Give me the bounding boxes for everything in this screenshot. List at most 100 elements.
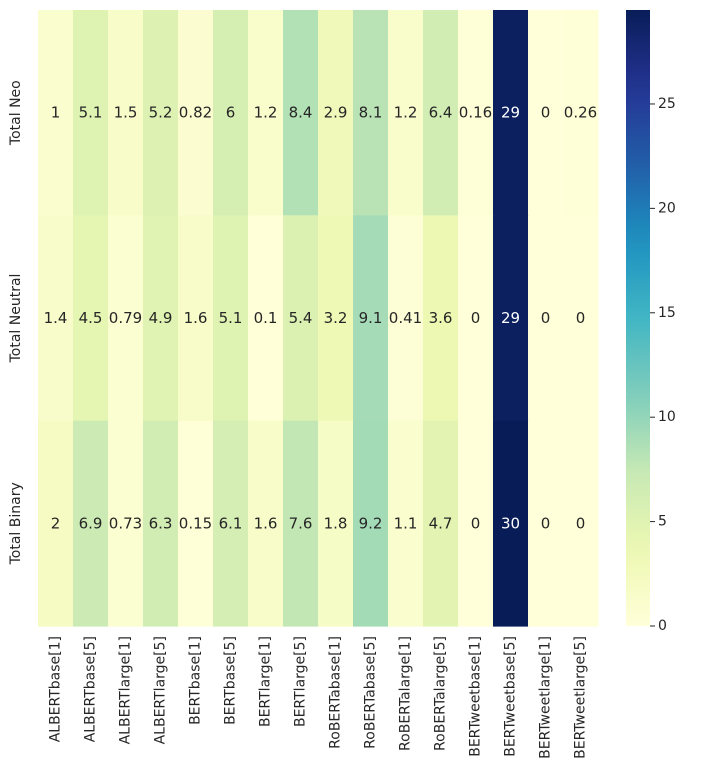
cell-annotation: 2 bbox=[51, 514, 61, 532]
cell-annotation: 5.1 bbox=[219, 309, 243, 327]
cell-annotations: 1 5.1 1.5 5.2 0.82 6 1.2 8.4 2.9 8.1 1.2 6.4 0.16 29 0… bbox=[44, 104, 598, 533]
cell-annotation: 1.2 bbox=[254, 104, 278, 122]
colorbar-tick-label: 5 bbox=[658, 514, 667, 530]
cell-annotation: 1.4 bbox=[44, 309, 68, 327]
cell-annotation: 0.79 bbox=[109, 309, 142, 327]
heatmap-cell bbox=[38, 10, 74, 216]
heatmap-cell bbox=[73, 10, 109, 216]
cell-annotation: 3.2 bbox=[324, 309, 348, 327]
colorbar-tick-label: 15 bbox=[658, 305, 676, 321]
cell-annotation: 1.2 bbox=[394, 104, 418, 122]
cell-annotation: 4.5 bbox=[79, 309, 103, 327]
cell-annotation: 0 bbox=[541, 309, 551, 327]
cell-annotation: 4.9 bbox=[149, 309, 173, 327]
cell-annotation: 1.6 bbox=[254, 514, 278, 532]
heatmap-cell bbox=[353, 420, 389, 627]
cell-annotation: 7.6 bbox=[289, 514, 313, 532]
heatmap-cell bbox=[248, 420, 284, 627]
heatmap-cell bbox=[318, 10, 354, 216]
cell-annotation: 0 bbox=[471, 309, 481, 327]
cell-annotation: 8.1 bbox=[359, 104, 383, 122]
cell-annotation: 29 bbox=[501, 309, 520, 327]
heatmap-cell bbox=[388, 420, 424, 627]
heatmap-cell bbox=[563, 10, 599, 216]
cell-annotation: 0.16 bbox=[459, 104, 492, 122]
cell-annotation: 0.82 bbox=[179, 104, 212, 122]
cell-annotation: 1 bbox=[51, 104, 61, 122]
cell-annotation: 5.1 bbox=[79, 104, 103, 122]
heatmap-cell bbox=[423, 10, 459, 216]
cell-annotation: 0 bbox=[541, 104, 551, 122]
heatmap-cell bbox=[458, 215, 494, 422]
heatmap-cell bbox=[213, 215, 249, 422]
x-axis-tick-labels: ALBERTbase[1] ALBERTbase[5] ALBERTlarge[1]… bbox=[48, 636, 589, 759]
heatmap-cell bbox=[563, 215, 599, 422]
heatmap-cell bbox=[178, 215, 214, 422]
heatmap-cell bbox=[353, 215, 389, 422]
x-tick-label: BERTbase[1] bbox=[188, 636, 204, 725]
cell-annotation: 5.2 bbox=[149, 104, 173, 122]
x-tick-label: ALBERTlarge[5] bbox=[153, 636, 169, 744]
heatmap-cell bbox=[143, 420, 179, 627]
heatmap-cell bbox=[458, 420, 494, 627]
y-tick-label: Total Binary bbox=[8, 482, 24, 565]
heatmap-cell bbox=[528, 10, 564, 216]
heatmap-cell bbox=[73, 215, 109, 422]
heatmap-cell bbox=[108, 420, 144, 627]
x-tick-label: BERTweetbase[1] bbox=[468, 636, 484, 757]
x-tick-label: RoBERTalarge[1] bbox=[398, 636, 414, 751]
cell-annotation: 1.1 bbox=[394, 514, 418, 532]
heatmap-cell bbox=[143, 10, 179, 216]
colorbar-tick-label: 25 bbox=[658, 96, 676, 112]
x-tick-label: RoBERTabase[1] bbox=[328, 636, 344, 749]
cell-annotation: 6.3 bbox=[149, 514, 173, 532]
cell-annotation: 1.8 bbox=[324, 514, 348, 532]
heatmap-cell bbox=[563, 420, 599, 627]
cell-annotation: 6 bbox=[226, 104, 236, 122]
heatmap-cell bbox=[388, 10, 424, 216]
cell-annotation: 3.6 bbox=[429, 309, 453, 327]
cell-annotation: 0.15 bbox=[179, 514, 212, 532]
cell-annotation: 6.9 bbox=[79, 514, 103, 532]
x-tick-label: BERTweetbase[5] bbox=[503, 636, 519, 757]
cell-annotation: 0.73 bbox=[109, 514, 142, 532]
heatmap-cell bbox=[458, 10, 494, 216]
heatmap-cell bbox=[38, 215, 74, 422]
y-tick-label: Total Neutral bbox=[8, 274, 24, 364]
x-tick-label: BERTweetlarge[1] bbox=[538, 636, 554, 759]
heatmap-cell bbox=[108, 10, 144, 216]
cell-annotation: 0 bbox=[576, 309, 586, 327]
cell-annotation: 1.6 bbox=[184, 309, 208, 327]
heatmap-cell bbox=[213, 420, 249, 627]
heatmap-cell bbox=[178, 420, 214, 627]
x-tick-label: BERTlarge[5] bbox=[293, 636, 309, 727]
colorbar-tick-label: 10 bbox=[658, 409, 676, 425]
x-tick-label: RoBERTabase[5] bbox=[363, 636, 379, 749]
x-tick-label: ALBERTbase[1] bbox=[48, 636, 64, 742]
cell-annotation: 0 bbox=[576, 514, 586, 532]
heatmap-cell bbox=[423, 215, 459, 422]
cell-annotation: 4.7 bbox=[429, 514, 453, 532]
x-tick-label: BERTbase[5] bbox=[223, 636, 239, 725]
cell-annotation: 2.9 bbox=[324, 104, 348, 122]
heatmap-cell bbox=[283, 420, 319, 627]
colorbar-tick-label: 0 bbox=[658, 618, 667, 634]
cell-annotation: 6.4 bbox=[429, 104, 453, 122]
colorbar: 0 5 10 15 20 25 bbox=[626, 10, 676, 634]
x-tick-label: RoBERTalarge[5] bbox=[433, 636, 449, 751]
heatmap-cell bbox=[248, 10, 284, 216]
heatmap-cells bbox=[38, 10, 599, 627]
x-tick-label: BERTlarge[1] bbox=[258, 636, 274, 727]
heatmap-cell bbox=[248, 215, 284, 422]
heatmap-cell bbox=[213, 10, 249, 216]
cell-annotation: 5.4 bbox=[289, 309, 313, 327]
cell-annotation: 6.1 bbox=[219, 514, 243, 532]
heatmap-cell bbox=[283, 10, 319, 216]
cell-annotation: 0 bbox=[471, 514, 481, 532]
cell-annotation: 9.2 bbox=[359, 514, 383, 532]
cell-annotation: 29 bbox=[501, 104, 520, 122]
heatmap-cell bbox=[353, 10, 389, 216]
heatmap-cell bbox=[108, 215, 144, 422]
heatmap-cell bbox=[318, 420, 354, 627]
